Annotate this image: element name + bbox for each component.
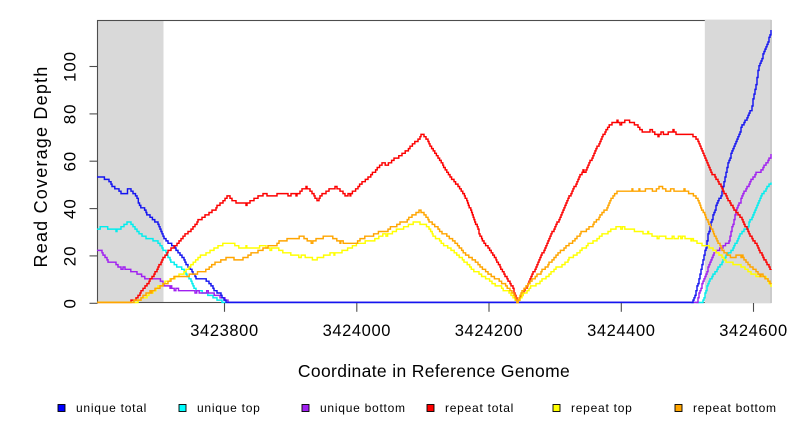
svg-text:unique bottom: unique bottom [320, 401, 406, 415]
svg-text:unique top: unique top [197, 401, 261, 415]
svg-text:40: 40 [61, 198, 80, 219]
svg-text:3424200: 3424200 [455, 322, 523, 340]
svg-text:repeat total: repeat total [445, 401, 514, 415]
svg-text:repeat bottom: repeat bottom [693, 401, 777, 415]
svg-text:3424400: 3424400 [587, 322, 655, 340]
svg-text:Read Coverage Depth: Read Coverage Depth [31, 66, 51, 268]
svg-text:60: 60 [61, 151, 80, 172]
svg-text:3424600: 3424600 [719, 322, 787, 340]
svg-text:unique total: unique total [76, 401, 147, 415]
svg-text:20: 20 [61, 246, 80, 267]
svg-text:repeat top: repeat top [571, 401, 633, 415]
svg-text:Coordinate in Reference Genome: Coordinate in Reference Genome [298, 361, 570, 381]
svg-text:100: 100 [61, 51, 80, 82]
svg-text:0: 0 [61, 298, 80, 308]
svg-text:3423800: 3423800 [190, 322, 258, 340]
svg-text:80: 80 [61, 104, 80, 125]
svg-text:3424000: 3424000 [323, 322, 391, 340]
